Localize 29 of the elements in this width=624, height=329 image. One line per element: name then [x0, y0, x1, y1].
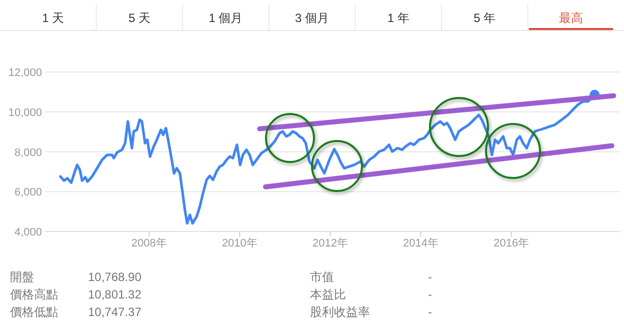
y-tick-label: 6,000 — [14, 186, 42, 199]
text: - — [428, 270, 432, 284]
text: 開盤 — [10, 270, 34, 284]
x-tick-label: 2008年 — [131, 238, 167, 250]
text: 5 天 — [128, 11, 150, 25]
y-tick-label: 8,000 — [14, 146, 42, 159]
text: 本益比 — [310, 288, 346, 302]
text: 10,747.37 — [88, 305, 142, 319]
x-tick-label: 2014年 — [403, 238, 439, 250]
text: - — [428, 305, 432, 319]
text: 1 個月 — [208, 11, 243, 25]
x-tick-label: 2016年 — [494, 238, 530, 250]
x-tick-label: 2012年 — [312, 238, 348, 250]
text: 最高 — [558, 11, 583, 25]
text: - — [428, 288, 432, 302]
text: 市值 — [310, 270, 334, 284]
text: 價格低點 — [10, 305, 58, 319]
text: 3 個月 — [295, 11, 330, 25]
text: 1 天 — [42, 11, 64, 25]
y-tick-label: 4,000 — [14, 226, 42, 238]
y-tick-label: 10,000 — [8, 106, 42, 119]
y-tick-label: 12,000 — [8, 67, 42, 79]
text: 股利收益率 — [310, 305, 370, 319]
text: 10,768.90 — [88, 270, 142, 284]
text: 1 年 — [387, 11, 410, 25]
text: 10,801.32 — [88, 288, 142, 302]
text: 5 年 — [474, 11, 496, 25]
x-tick-label: 2010年 — [222, 238, 258, 250]
text: 價格高點 — [10, 288, 58, 302]
